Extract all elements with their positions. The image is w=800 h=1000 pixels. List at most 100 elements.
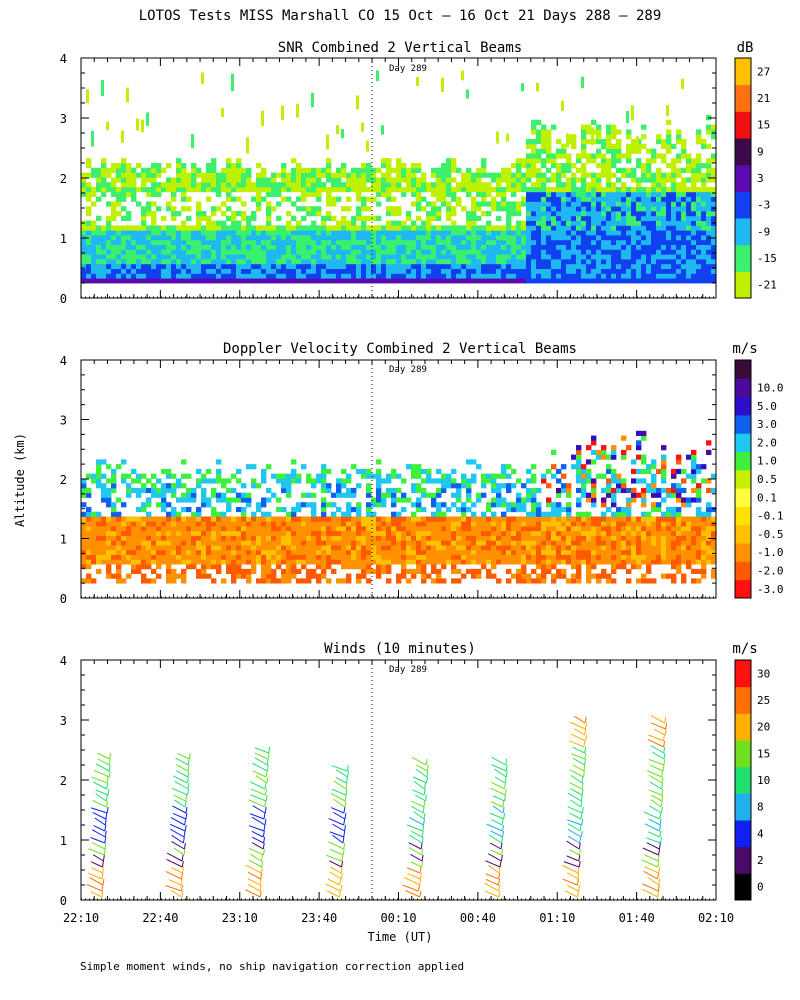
- snr-cell: [256, 182, 262, 188]
- doppler-cell: [116, 464, 122, 470]
- snr-cell: [321, 263, 327, 269]
- snr-cell: [546, 201, 552, 207]
- doppler-cell: [611, 568, 617, 575]
- doppler-cell: [206, 549, 212, 555]
- snr-cell: [156, 263, 162, 269]
- snr-cell: [236, 158, 242, 164]
- doppler-cell: [271, 578, 277, 584]
- snr-cell: [156, 278, 162, 284]
- snr-cell: [631, 220, 637, 226]
- doppler-cell: [121, 526, 127, 532]
- snr-cell: [706, 249, 712, 255]
- doppler-cell: [131, 535, 137, 541]
- snr-cell: [516, 273, 522, 279]
- doppler-cell: [301, 545, 307, 551]
- snr-cell: [91, 263, 97, 269]
- doppler-cell: [196, 526, 202, 532]
- doppler-cell: [221, 516, 227, 522]
- doppler-cell: [351, 487, 357, 494]
- snr-cell: [246, 167, 252, 173]
- snr-cell: [556, 172, 562, 178]
- doppler-cell: [166, 568, 172, 575]
- snr-cell: [271, 244, 277, 250]
- snr-cell: [516, 268, 522, 274]
- snr-cell: [196, 215, 202, 221]
- snr-cell: [311, 220, 317, 226]
- snr-cell: [636, 235, 642, 241]
- doppler-cell: [671, 521, 677, 527]
- snr-cell: [531, 119, 537, 125]
- doppler-cell: [606, 506, 612, 513]
- doppler-cell: [196, 559, 202, 565]
- doppler-cell: [646, 521, 652, 527]
- doppler-cell: [376, 478, 382, 484]
- snr-cell: [641, 230, 647, 236]
- doppler-cell: [481, 526, 487, 532]
- snr-cell: [476, 191, 482, 197]
- doppler-cell: [381, 497, 387, 503]
- doppler-cell: [211, 564, 217, 570]
- doppler-cell: [586, 516, 592, 522]
- doppler-cell: [86, 506, 92, 513]
- snr-cell: [536, 239, 542, 245]
- doppler-cell: [406, 549, 412, 555]
- snr-cell: [551, 206, 557, 212]
- doppler-cell: [361, 535, 367, 541]
- doppler-cell: [291, 478, 297, 484]
- doppler-cell: [471, 459, 477, 465]
- doppler-cell: [451, 540, 457, 546]
- snr-cell: [596, 148, 602, 154]
- doppler-cell: [241, 516, 247, 522]
- doppler-cell: [631, 535, 637, 541]
- doppler-cell: [216, 568, 222, 575]
- doppler-cell: [621, 530, 627, 536]
- doppler-cell: [96, 535, 102, 541]
- snr-cell: [376, 191, 382, 197]
- doppler-cell: [536, 502, 542, 508]
- doppler-cell: [571, 464, 577, 470]
- snr-cell: [281, 172, 287, 178]
- snr-cell: [146, 239, 152, 245]
- doppler-cell: [506, 526, 512, 532]
- snr-cell: [96, 254, 102, 260]
- snr-cell: [651, 230, 657, 236]
- doppler-cell: [276, 540, 282, 546]
- doppler-cell: [636, 554, 642, 560]
- snr-cell: [481, 172, 487, 178]
- snr-cell: [291, 201, 297, 207]
- snr-cell: [251, 259, 257, 265]
- snr-cell: [656, 230, 662, 236]
- snr-cell: [466, 230, 472, 236]
- snr-cell: [466, 259, 472, 265]
- doppler-cell: [251, 568, 257, 575]
- snr-cell: [506, 211, 512, 217]
- snr-cell: [561, 249, 567, 255]
- snr-cell: [281, 263, 287, 269]
- doppler-cell: [306, 568, 312, 575]
- snr-cell: [306, 225, 312, 231]
- snr-cell: [696, 244, 702, 250]
- snr-cell: [111, 263, 117, 269]
- doppler-cell: [581, 526, 587, 532]
- snr-cell: [296, 259, 302, 265]
- doppler-cell: [346, 506, 352, 513]
- doppler-cell: [421, 478, 427, 484]
- doppler-cell: [486, 506, 492, 513]
- snr-cell: [196, 268, 202, 274]
- doppler-cell: [601, 449, 607, 456]
- snr-cell: [556, 163, 562, 169]
- doppler-cell: [666, 535, 672, 541]
- snr-cell: [411, 187, 417, 193]
- snr-cell: [596, 182, 602, 188]
- doppler-cell: [641, 430, 647, 436]
- doppler-cell: [461, 549, 467, 555]
- doppler-cell: [81, 554, 87, 560]
- snr-cell: [571, 220, 577, 226]
- snr-cell: [681, 153, 687, 159]
- doppler-cell: [566, 487, 572, 494]
- doppler-cell: [376, 568, 382, 575]
- snr-cell: [656, 235, 662, 241]
- snr-cell: [181, 191, 187, 197]
- doppler-cell: [476, 545, 482, 551]
- doppler-cell: [611, 468, 617, 475]
